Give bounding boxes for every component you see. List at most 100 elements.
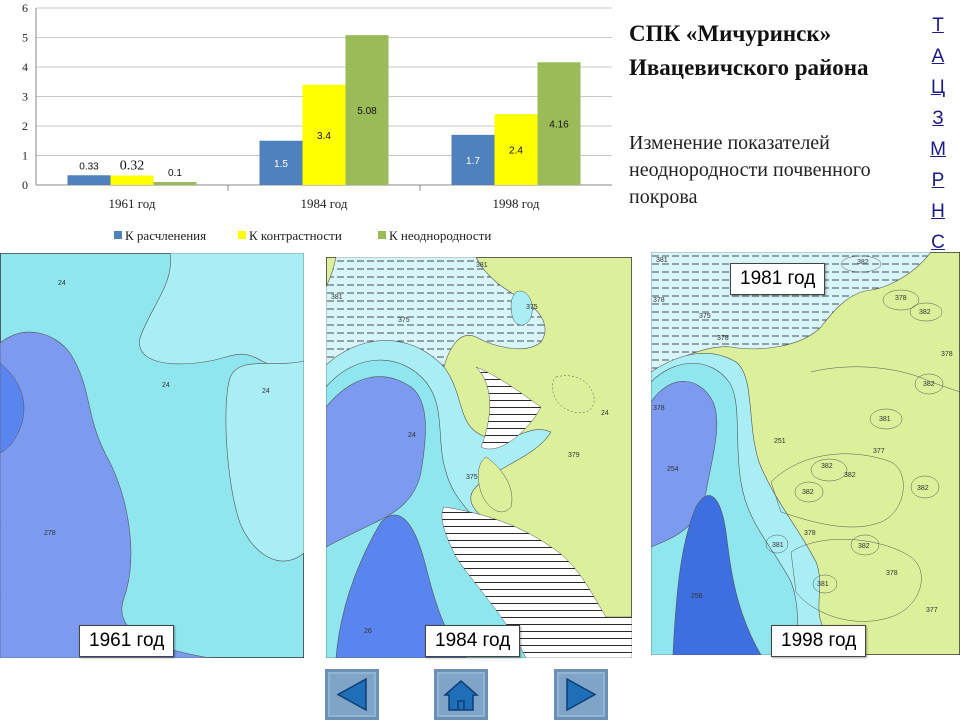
map-year-label-1984: 1984 год: [425, 625, 521, 657]
bar: [537, 62, 581, 185]
home-button[interactable]: [434, 669, 488, 720]
y-tick-label: 6: [22, 1, 28, 15]
bar: [345, 35, 389, 185]
page-title: СПК «Мичуринск» Ивацевичского района: [629, 21, 869, 80]
legend-swatch: [378, 231, 386, 239]
soil-map-1984: 381 381 375 375 24 379 375 24 26: [326, 257, 632, 658]
bar-value-label: 1.7: [466, 156, 480, 167]
soil-code-label: 375: [466, 474, 478, 481]
side-menu-item-n[interactable]: Н: [931, 201, 945, 222]
y-tick-label: 5: [22, 31, 28, 45]
soil-code-label: 26: [364, 628, 372, 635]
bar-value-label: 2.4: [509, 146, 523, 157]
legend-entry: К неоднородности: [389, 228, 491, 243]
bar-value-label: 0.1: [168, 168, 182, 179]
bar: [302, 84, 346, 185]
soil-code-label: 24: [408, 432, 416, 439]
bar-value-label: 0.33: [79, 161, 99, 172]
bar-value-label: 3.4: [317, 131, 331, 142]
soil-code-label: 375: [699, 313, 711, 320]
map-year-label-1981: 1981 год: [730, 263, 826, 295]
soil-code-label: 382: [858, 543, 870, 550]
map-year-label-1961: 1961 год: [79, 625, 175, 657]
side-navigation: Т А Ц З М Р Н С: [925, 10, 951, 258]
soil-code-label: 378: [941, 351, 953, 358]
soil-code-label: 24: [58, 280, 66, 287]
soil-code-label: 251: [774, 438, 786, 445]
side-menu-item-ts[interactable]: Ц: [930, 77, 946, 98]
soil-code-label: 377: [926, 607, 938, 614]
x-category-label: 1961 год: [109, 196, 156, 211]
soil-code-label: 24: [262, 388, 270, 395]
y-tick-label: 4: [22, 60, 28, 74]
x-category-label: 1984 год: [301, 196, 348, 211]
prev-button[interactable]: [325, 669, 379, 720]
bar-value-label: 1.5: [274, 159, 288, 170]
soil-code-label: 375: [398, 317, 410, 324]
soil-code-label: 382: [802, 489, 814, 496]
soil-map-1961: 24 24 24 278: [0, 253, 304, 658]
y-tick-label: 0: [22, 178, 28, 192]
y-axis-ticks: 0 1 2 3 4 5 6: [22, 1, 28, 192]
soil-code-label: 381: [817, 581, 829, 588]
soil-code-label: 375: [526, 304, 538, 311]
next-button[interactable]: [554, 669, 608, 720]
bar-value-label: 4.16: [549, 120, 569, 131]
soil-code-label: 378: [804, 530, 816, 537]
side-menu-item-s[interactable]: С: [931, 232, 945, 253]
side-menu-item-a[interactable]: А: [931, 46, 945, 67]
home-icon: [443, 680, 479, 711]
soil-code-label: 381: [656, 257, 668, 264]
bar-data-labels: 0.33 0.32 0.1 1.5 3.4 5.08 1.7 2.4 4.16: [79, 106, 569, 179]
soil-code-label: 382: [821, 463, 833, 470]
bar: [494, 114, 538, 185]
soil-code-label: 381: [331, 294, 343, 301]
soil-code-label: 378: [895, 295, 907, 302]
map-year-label-1998: 1998 год: [771, 625, 867, 657]
soil-code-label: 378: [717, 335, 729, 342]
legend-entry: К контрастности: [249, 228, 342, 243]
soil-code-label: 382: [857, 259, 869, 266]
y-tick-label: 3: [22, 90, 28, 104]
next-arrow-icon: [566, 677, 597, 712]
soil-code-label: 382: [923, 381, 935, 388]
bar-value-label: 0.32: [120, 159, 145, 174]
bar: [451, 134, 495, 185]
x-category-label: 1998 год: [493, 196, 540, 211]
soil-code-label: 378: [653, 297, 665, 304]
chart-legend: К расчленения К контрастности К неоднородн…: [114, 228, 491, 243]
side-menu-item-t[interactable]: Т: [932, 15, 944, 36]
soil-map-1998: 381 382 378 375 378 378 382 378 382 378 …: [651, 252, 960, 655]
side-menu-item-m[interactable]: М: [930, 139, 946, 160]
soil-code-label: 381: [476, 262, 488, 269]
prev-arrow-icon: [336, 677, 367, 712]
bar: [110, 175, 154, 185]
soil-code-label: 278: [44, 530, 56, 537]
soil-code-label: 378: [886, 570, 898, 577]
page-subtitle: Изменение показателей неоднородности поч…: [629, 132, 871, 208]
soil-code-label: 378: [653, 405, 665, 412]
bar: [67, 175, 111, 185]
soil-code-label: 382: [919, 309, 931, 316]
legend-swatch: [238, 231, 246, 239]
bar-value-label: 5.08: [357, 106, 377, 117]
soil-code-label: 381: [772, 542, 784, 549]
soil-code-label: 382: [844, 472, 856, 479]
soil-code-label: 381: [879, 416, 891, 423]
x-axis-categories: 1961 год 1984 год 1998 год: [109, 196, 540, 211]
y-tick-label: 1: [22, 149, 28, 163]
soil-code-label: 24: [162, 382, 170, 389]
soil-code-label: 258: [691, 593, 703, 600]
bar: [259, 140, 303, 185]
y-tick-label: 2: [22, 119, 28, 133]
chart-bars: [67, 35, 581, 185]
soil-code-label: 24: [601, 410, 609, 417]
soil-code-label: 377: [873, 448, 885, 455]
legend-entry: К расчленения: [125, 228, 206, 243]
side-menu-item-r[interactable]: Р: [931, 170, 945, 191]
soil-code-label: 254: [667, 466, 679, 473]
soil-code-label: 379: [568, 452, 580, 459]
soil-code-label: 382: [917, 485, 929, 492]
side-menu-item-z[interactable]: З: [932, 108, 944, 129]
